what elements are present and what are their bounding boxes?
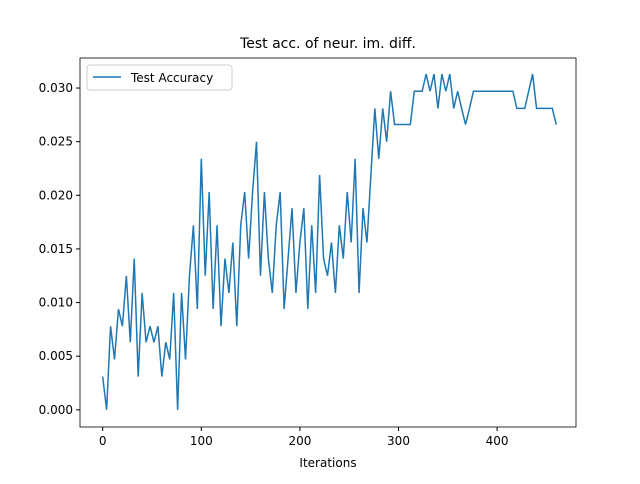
x-tick-label: 0 (99, 434, 107, 448)
x-axis-label: Iterations (299, 456, 356, 470)
legend-box (86, 64, 233, 91)
data-line (101, 73, 558, 410)
y-tick-label: 0.020 (39, 188, 73, 202)
y-tick-label: 0.030 (39, 81, 73, 95)
chart-title: Test acc. of neur. im. diff. (239, 36, 416, 52)
y-tick-label: 0.005 (39, 349, 73, 363)
legend-label: Test Accuracy (130, 71, 213, 85)
y-tick-label: 0.015 (39, 242, 73, 256)
y-tick-label: 0.025 (39, 135, 73, 149)
x-tick-label: 100 (190, 434, 213, 448)
y-tick-label: 0.000 (39, 403, 73, 417)
y-tick-label: 0.010 (39, 296, 73, 310)
x-tick-label: 200 (288, 434, 311, 448)
x-tick-label: 400 (486, 434, 509, 448)
x-tick-label: 300 (387, 434, 410, 448)
axes-frame (79, 57, 577, 428)
